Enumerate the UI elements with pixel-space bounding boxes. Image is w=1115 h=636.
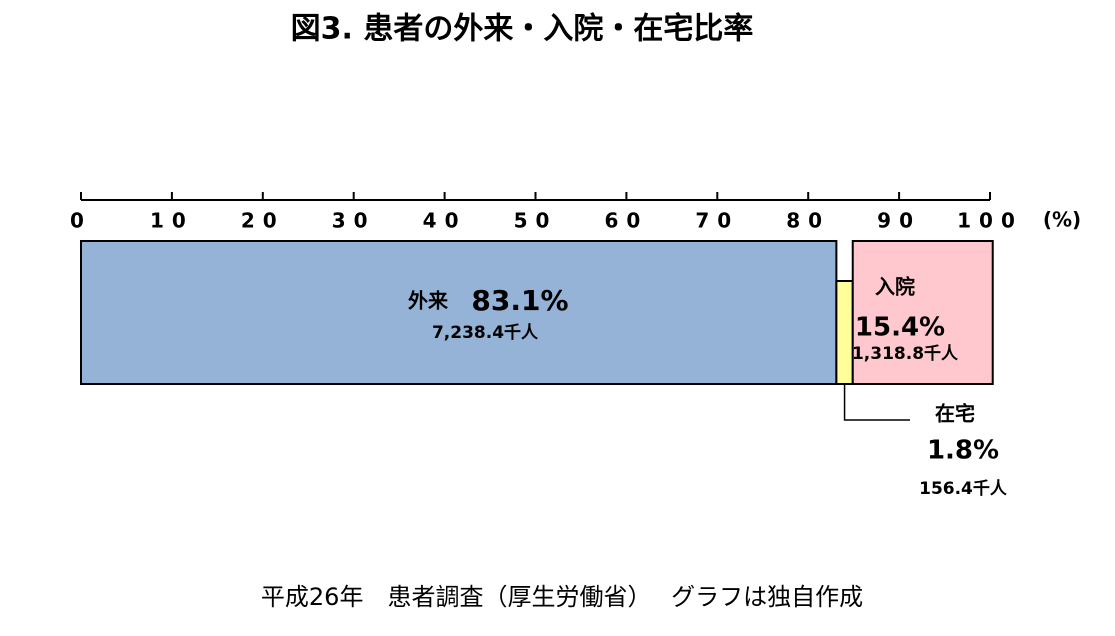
bar-segment — [835, 280, 854, 385]
value-label: 1.8% — [927, 436, 999, 466]
x-tick-label: 80 — [786, 209, 830, 233]
segment-name: 入院 — [875, 275, 915, 299]
x-tick-label: 50 — [514, 209, 558, 233]
x-tick-label: 30 — [332, 209, 376, 233]
segment-name: 在宅 — [935, 402, 975, 426]
count-label: 156.4千人 — [919, 479, 1008, 499]
source-note: 平成26年 患者調査（厚生労働省） グラフは独自作成 — [261, 583, 863, 611]
value-label: 83.1% — [471, 284, 568, 317]
chart-title: 図3. 患者の外来・入院・在宅比率 — [291, 12, 754, 47]
value-label: 15.4% — [855, 313, 945, 343]
x-tick-label: 40 — [423, 209, 467, 233]
x-tick-label: 90 — [877, 209, 921, 233]
x-axis-label: (%) — [1043, 208, 1081, 232]
count-label: 7,238.4千人 — [432, 323, 539, 343]
x-tick-label: 100 — [957, 209, 1023, 233]
x-tick-label: 20 — [241, 209, 285, 233]
x-tick-label: 10 — [150, 209, 194, 233]
segment-name: 外来 — [408, 289, 449, 313]
x-tick-label: 0 — [70, 209, 92, 233]
bar-segment — [851, 240, 994, 385]
bar-segment — [80, 240, 838, 385]
x-tick-label: 60 — [604, 209, 648, 233]
count-label: 1,318.8千人 — [852, 344, 959, 364]
leader-line — [843, 384, 910, 421]
x-tick-label: 70 — [695, 209, 739, 233]
